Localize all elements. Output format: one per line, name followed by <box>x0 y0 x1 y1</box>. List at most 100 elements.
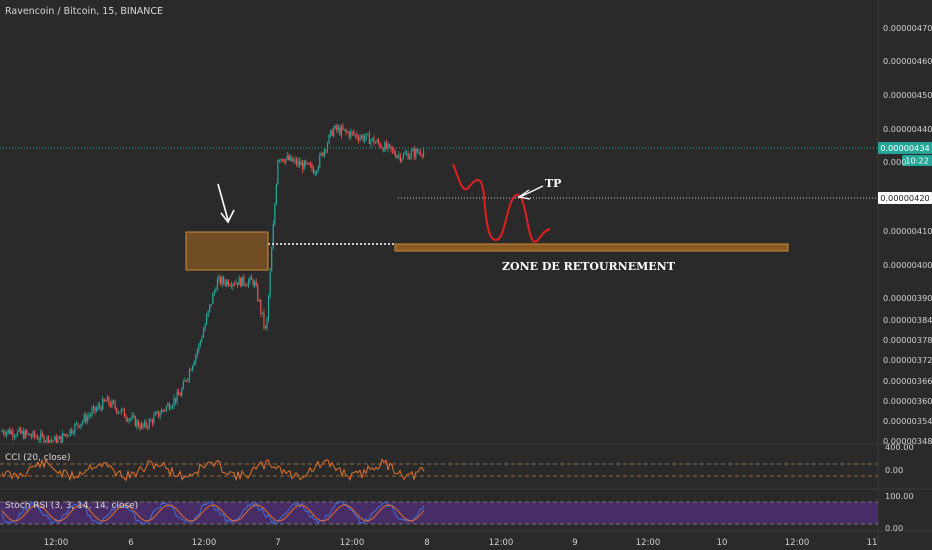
candle-body <box>233 283 236 285</box>
candle-body <box>368 133 370 144</box>
price-tick-label: 0.00000400 <box>883 260 932 270</box>
candle-body <box>16 431 19 436</box>
candle-body <box>85 415 87 422</box>
consolidation-box[interactable] <box>185 231 269 271</box>
candle-body <box>91 409 93 415</box>
candle-body <box>309 164 312 166</box>
candle-body <box>162 409 164 411</box>
candle-body <box>337 127 339 130</box>
price-tick-label: 0.00000360 <box>883 396 932 406</box>
candle-body <box>156 411 158 414</box>
candle-body <box>289 156 291 161</box>
candle-body <box>419 152 422 155</box>
candle-body <box>333 128 335 136</box>
candle-body <box>210 303 212 305</box>
candle-body <box>362 135 364 141</box>
candle-body <box>376 140 378 143</box>
candle-body <box>117 412 119 414</box>
candle-body <box>311 164 313 170</box>
candle-body <box>33 431 36 437</box>
candle-body <box>86 416 88 422</box>
candle-body <box>113 400 115 403</box>
candle-body <box>388 144 391 146</box>
candle-body <box>71 429 73 434</box>
candle-body <box>37 437 39 440</box>
candle-body <box>255 281 257 287</box>
candle-body <box>288 156 290 161</box>
candle-body <box>413 149 415 157</box>
candle-body <box>266 318 268 328</box>
stoch-rsi-panel: 100.00 0.00 <box>0 491 914 533</box>
symbol-title[interactable]: Ravencoin / Bitcoin, 15, BINANCE <box>5 6 163 17</box>
price-tick-label: 0.00000372 <box>883 355 932 365</box>
candle-body <box>295 159 298 165</box>
candle-body <box>170 407 172 410</box>
projection-drawing[interactable] <box>452 163 551 243</box>
candle-body <box>128 418 130 421</box>
tp-arrow-drawing[interactable] <box>517 185 544 200</box>
candle-body <box>243 276 245 285</box>
candle-body <box>23 431 25 439</box>
candle-body <box>123 408 126 417</box>
candle-body <box>345 129 347 132</box>
candle-body <box>122 408 124 410</box>
candle-body <box>4 433 6 436</box>
candle-body <box>280 158 282 161</box>
candle-body <box>99 405 101 408</box>
reversal-zone-rect[interactable] <box>394 243 789 252</box>
stoch-rsi-d-line <box>1 504 425 522</box>
candle-body <box>198 344 200 351</box>
candle-body <box>60 435 62 443</box>
candle-body <box>51 440 53 442</box>
candle-body <box>171 405 174 408</box>
candle-body <box>219 276 222 285</box>
price-axis[interactable]: 0.00000470 0.00000460 0.00000450 0.00000440… <box>883 23 932 446</box>
time-tick-label: 9 <box>572 538 577 548</box>
candle-body <box>412 149 414 152</box>
candle-body <box>80 423 82 428</box>
down-arrow-drawing[interactable] <box>217 183 235 224</box>
zone-label: ZONE DE RETOURNEMENT <box>502 260 676 273</box>
candle-body <box>83 415 85 421</box>
candle-body <box>168 403 170 410</box>
candle-body <box>319 154 321 167</box>
candle-body <box>130 418 132 420</box>
candle-body <box>12 431 14 437</box>
candle-body <box>41 432 43 436</box>
candle-body <box>182 381 184 389</box>
stoch-rsi-label[interactable]: Stoch RSI (3, 3, 14, 14, close) <box>5 501 138 511</box>
candle-body <box>157 411 160 417</box>
candle-body <box>154 413 157 416</box>
candle-body <box>38 439 40 441</box>
candle-body <box>102 399 104 410</box>
price-tick-label: 0.00000366 <box>883 376 932 386</box>
candle-body <box>52 440 54 442</box>
candle-body <box>308 162 310 165</box>
candle-body <box>175 398 177 402</box>
time-axis[interactable]: 12:00 6 12:00 7 12:00 8 12:00 9 12:00 10 12:00 11 <box>44 538 878 548</box>
stoch-rsi-tick-label: 100.00 <box>885 491 914 501</box>
candle-body <box>136 420 138 427</box>
candle-body <box>195 354 197 362</box>
candle-body <box>43 435 45 443</box>
candle-body <box>111 400 113 407</box>
candle-body <box>2 431 5 434</box>
candle-body <box>252 279 254 286</box>
time-tick-label: 12:00 <box>192 538 217 548</box>
candle-body <box>302 162 304 170</box>
price-tick-label: 0.00000384 <box>883 315 932 325</box>
candle-body <box>134 416 136 427</box>
candle-body <box>364 137 366 141</box>
candle-body <box>75 423 77 425</box>
candle-body <box>20 428 22 434</box>
candle-body <box>119 412 121 414</box>
candle-body <box>10 431 12 434</box>
cci-label[interactable]: CCI (20, close) <box>5 453 70 463</box>
tp-label: TP <box>545 177 561 190</box>
candle-body <box>63 433 65 436</box>
time-tick-label: 12:00 <box>636 538 661 548</box>
price-tick-label: 0.00000378 <box>883 335 932 345</box>
candle-body <box>212 293 214 304</box>
